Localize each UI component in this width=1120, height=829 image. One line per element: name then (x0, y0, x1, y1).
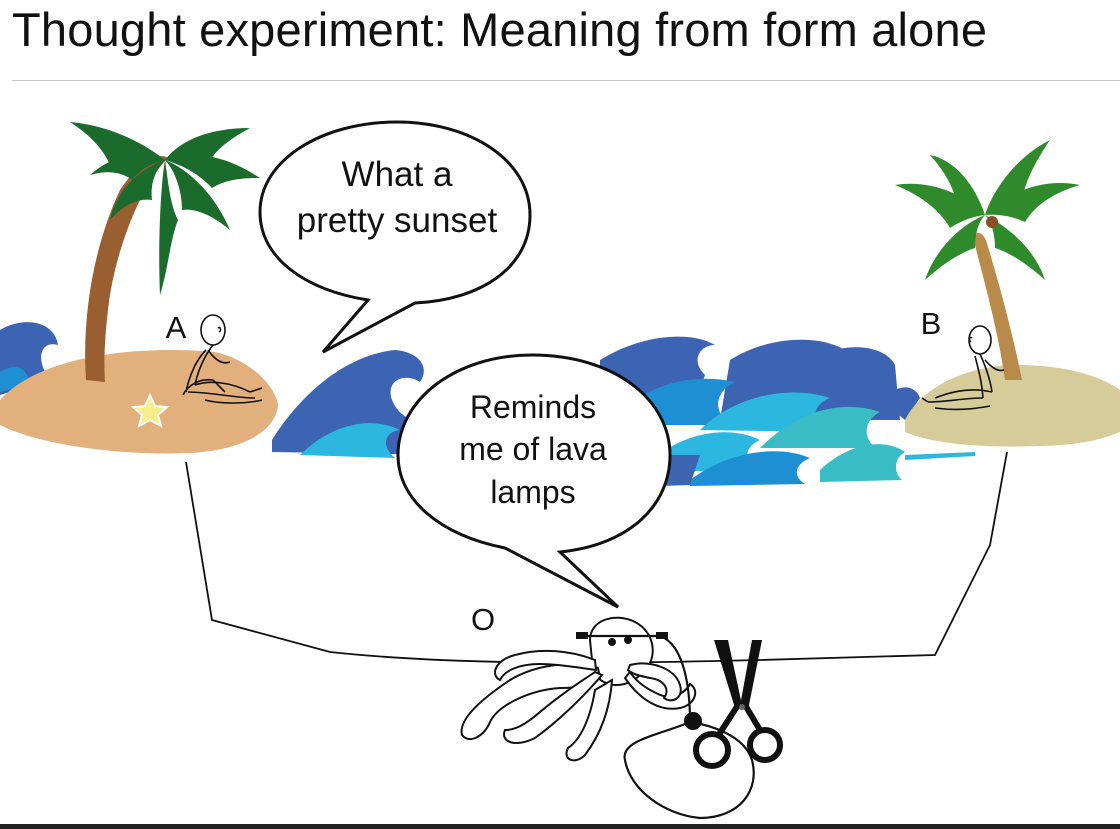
bubble-top-line-1: What a (342, 155, 453, 194)
label-b: B (921, 306, 942, 341)
octopus-icon (460, 616, 697, 762)
label-o: O (471, 602, 495, 637)
stick-figure-icon (921, 325, 1005, 411)
title-divider (12, 80, 1120, 81)
bubble-top-line-2: pretty sunset (297, 201, 498, 240)
bottom-bar (0, 824, 1120, 829)
cable-cut-point (684, 712, 702, 730)
stick-figure-icon (182, 314, 263, 404)
starfish-icon (130, 392, 170, 429)
island-b (895, 140, 1120, 447)
cable-loop (580, 634, 755, 820)
wave-icon (0, 322, 975, 486)
cable-end-left (576, 632, 588, 639)
speech-bubble-middle (396, 353, 672, 609)
bubble-middle-line-3: lamps (490, 474, 575, 510)
speech-bubble-top (258, 120, 532, 354)
cable-end-right (656, 632, 668, 639)
island-a (0, 122, 278, 454)
bubble-middle-line-2: me of lava (459, 431, 607, 467)
bubble-middle-line-1: Reminds (470, 389, 596, 425)
label-a: A (166, 310, 187, 345)
slide-title: Thought experiment: Meaning from form al… (12, 3, 988, 56)
scissors-icon (693, 640, 783, 769)
